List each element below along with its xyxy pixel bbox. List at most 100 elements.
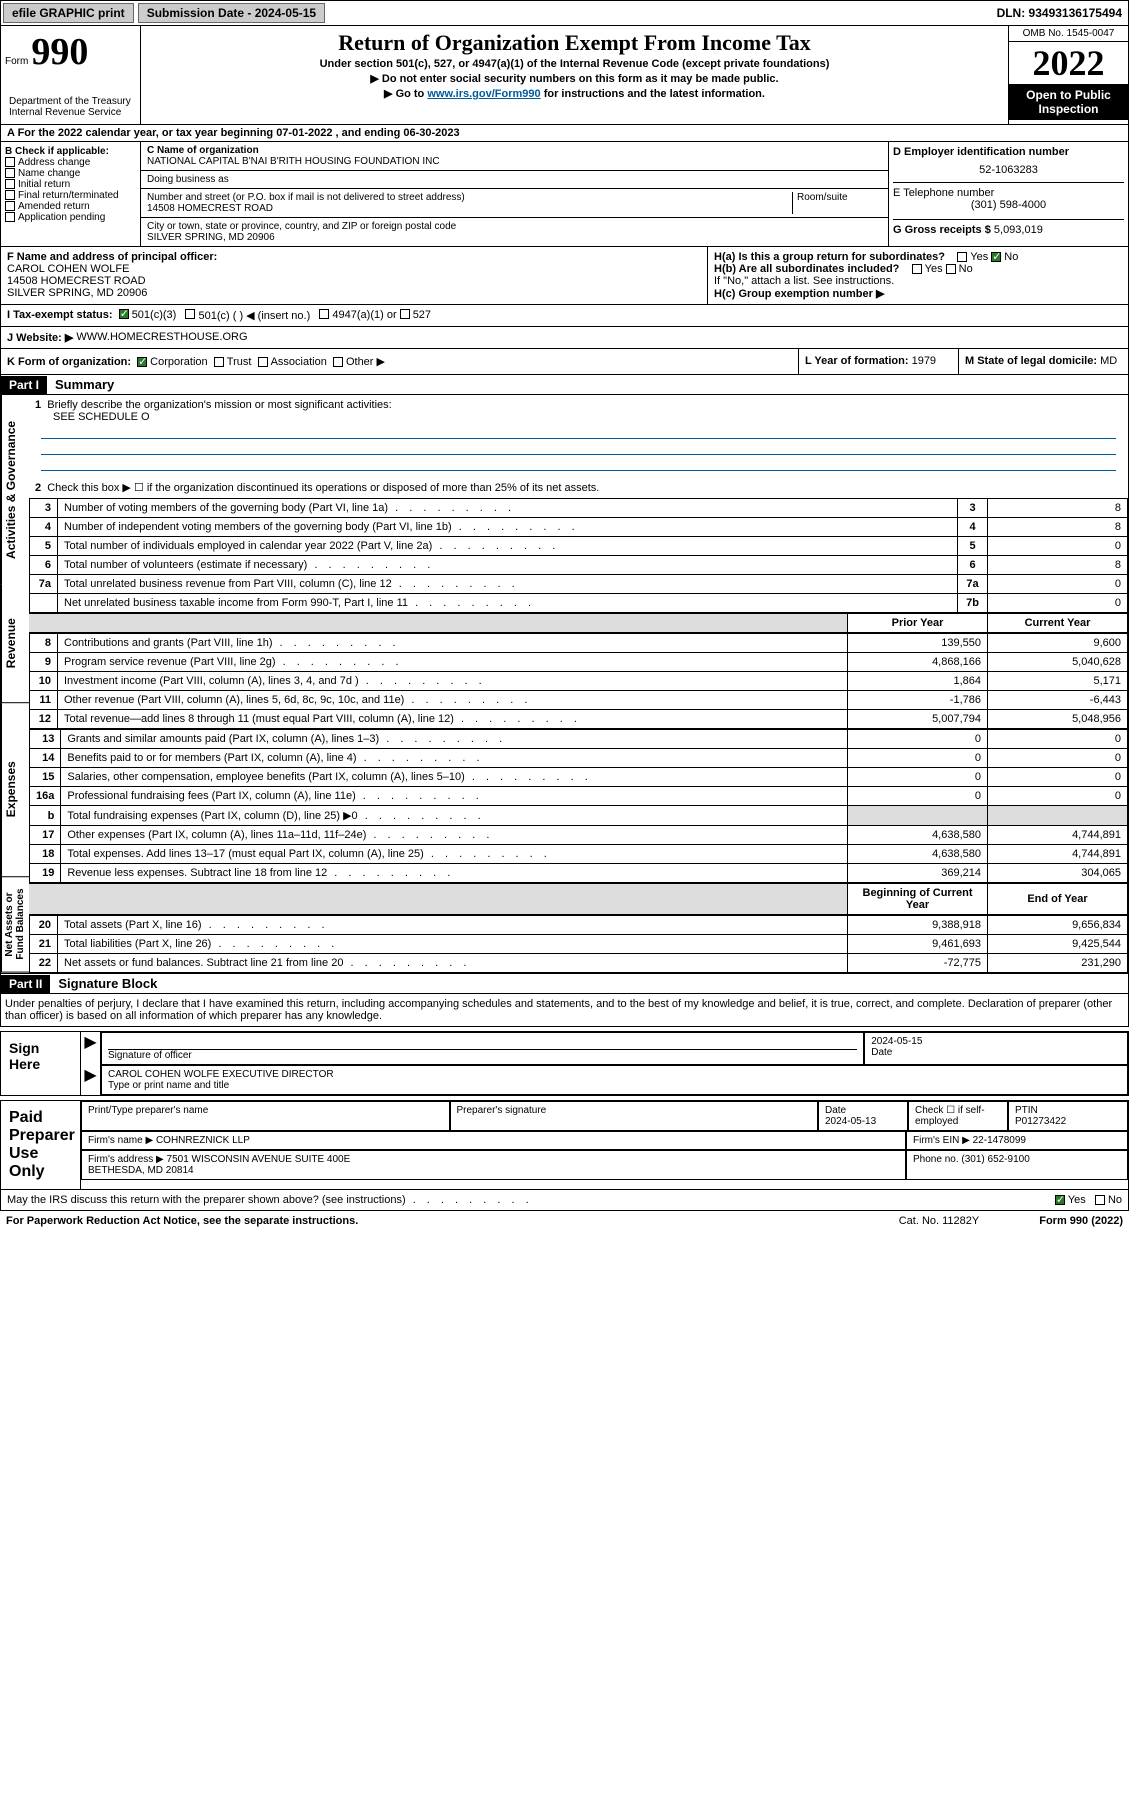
arrow-icon: ▶ — [81, 1032, 101, 1065]
q2: 2 Check this box ▶ ☐ if the organization… — [29, 477, 1128, 498]
cb-corporation[interactable] — [137, 357, 147, 367]
cb-discuss-no[interactable] — [1095, 1195, 1105, 1205]
table-row: Net unrelated business taxable income fr… — [30, 594, 1128, 613]
efile-print-button[interactable]: efile GRAPHIC print — [3, 3, 134, 23]
cb-501c3[interactable] — [119, 309, 129, 319]
hdr-current-year: Current Year — [988, 614, 1128, 633]
section-fh: F Name and address of principal officer:… — [0, 247, 1129, 305]
part1-title: Summary — [47, 375, 122, 394]
part1-body: Activities & Governance Revenue Expenses… — [0, 395, 1129, 974]
sign-here-block: Sign Here ▶ Signature of officer 2024-05… — [0, 1031, 1129, 1096]
officer-name-title: CAROL COHEN WOLFE EXECUTIVE DIRECTOR — [108, 1069, 1121, 1080]
table-row: 5Total number of individuals employed in… — [30, 537, 1128, 556]
room-label: Room/suite — [792, 192, 882, 214]
irs-link[interactable]: www.irs.gov/Form990 — [427, 88, 540, 100]
vlabel-expenses: Expenses — [1, 703, 29, 877]
col-b-checkboxes: B Check if applicable: Address change Na… — [1, 142, 141, 246]
table-row: 15Salaries, other compensation, employee… — [30, 768, 1128, 787]
table-row: 4Number of independent voting members of… — [30, 518, 1128, 537]
org-name-cell: C Name of organization NATIONAL CAPITAL … — [141, 142, 888, 171]
form-org-label: K Form of organization: — [7, 356, 131, 368]
sign-here-content: ▶ Signature of officer 2024-05-15 Date ▶… — [81, 1032, 1128, 1095]
phone-value: (301) 598-4000 — [893, 199, 1124, 211]
open-inspection-label: Open to Public Inspection — [1009, 84, 1128, 120]
city-label: City or town, state or province, country… — [147, 221, 882, 232]
table-row: 10Investment income (Part VIII, column (… — [30, 672, 1128, 691]
cb-501c[interactable] — [185, 309, 195, 319]
year-formation-label: L Year of formation: — [805, 355, 909, 367]
address-cell: Number and street (or P.O. box if mail i… — [141, 189, 888, 218]
box-f: F Name and address of principal officer:… — [1, 247, 708, 304]
table-row: 14Benefits paid to or for members (Part … — [30, 749, 1128, 768]
col-b-header: B Check if applicable: — [5, 146, 136, 157]
city-value: SILVER SPRING, MD 20906 — [147, 232, 882, 243]
hb-row: H(b) Are all subordinates included? Yes … — [714, 263, 1122, 275]
officer-addr1: 14508 HOMECREST ROAD — [7, 275, 701, 287]
tax-status-label: I Tax-exempt status: — [7, 309, 113, 322]
table-row: bTotal fundraising expenses (Part IX, co… — [30, 806, 1128, 826]
cb-name-change[interactable]: Name change — [5, 168, 136, 179]
paid-preparer-block: Paid Preparer Use Only Print/Type prepar… — [0, 1100, 1129, 1190]
table-row: 16aProfessional fundraising fees (Part I… — [30, 787, 1128, 806]
table-row: 19Revenue less expenses. Subtract line 1… — [30, 864, 1128, 883]
hdr-end-year: End of Year — [988, 884, 1128, 915]
q2-text: Check this box ▶ ☐ if the organization d… — [47, 482, 599, 494]
officer-label: F Name and address of principal officer: — [7, 251, 701, 263]
cb-address-change[interactable]: Address change — [5, 157, 136, 168]
hb-note: If "No," attach a list. See instructions… — [714, 275, 1122, 287]
part2-title: Signature Block — [50, 974, 165, 993]
phone-label: E Telephone number — [893, 187, 1124, 199]
row-l: L Year of formation: 1979 — [798, 349, 958, 374]
table-row: 20Total assets (Part X, line 16)9,388,91… — [30, 916, 1128, 935]
signature-cell: Signature of officer — [101, 1032, 864, 1065]
sign-date-label: Date — [871, 1047, 1121, 1058]
submission-date-button[interactable]: Submission Date - 2024-05-15 — [138, 3, 325, 23]
preparer-date: Date 2024-05-13 — [818, 1101, 908, 1131]
ein-value: 52-1063283 — [893, 164, 1124, 176]
firm-name-cell: Firm's name ▶ COHNREZNICK LLP — [81, 1131, 906, 1150]
mission-line — [41, 441, 1116, 455]
firm-address-cell: Firm's address ▶ 7501 WISCONSIN AVENUE S… — [81, 1150, 906, 1180]
dba-label: Doing business as — [147, 174, 882, 185]
state-domicile-value: MD — [1100, 355, 1117, 367]
col-c-org-info: C Name of organization NATIONAL CAPITAL … — [141, 142, 888, 246]
discuss-answer: Yes No — [1055, 1194, 1122, 1206]
cb-discuss-yes[interactable] — [1055, 1195, 1065, 1205]
discuss-row: May the IRS discuss this return with the… — [0, 1190, 1129, 1211]
cb-other[interactable] — [333, 357, 343, 367]
self-employed-check[interactable]: Check ☐ if self-employed — [908, 1101, 1008, 1131]
year-headers-2: Beginning of Current YearEnd of Year — [29, 883, 1128, 915]
part2-label: Part II — [1, 975, 50, 993]
cb-final-return[interactable]: Final return/terminated — [5, 190, 136, 201]
ptin-cell: PTIN P01273422 — [1008, 1101, 1128, 1131]
form-number: 990 — [31, 31, 88, 73]
dept-label: Department of the Treasury Internal Reve… — [5, 94, 145, 120]
officer-addr2: SILVER SPRING, MD 20906 — [7, 287, 701, 299]
cb-amended-return[interactable]: Amended return — [5, 201, 136, 212]
topbar: efile GRAPHIC print Submission Date - 20… — [0, 0, 1129, 26]
ha-row: H(a) Is this a group return for subordin… — [714, 251, 1122, 263]
cb-527[interactable] — [400, 309, 410, 319]
cb-initial-return[interactable]: Initial return — [5, 179, 136, 190]
hdr-beginning-year: Beginning of Current Year — [848, 884, 988, 915]
q1-answer: SEE SCHEDULE O — [53, 411, 1122, 423]
cb-application-pending[interactable]: Application pending — [5, 212, 136, 223]
website-value: WWW.HOMECRESTHOUSE.ORG — [76, 331, 247, 344]
mission-line — [41, 457, 1116, 471]
cb-trust[interactable] — [214, 357, 224, 367]
table-row: 12Total revenue—add lines 8 through 11 (… — [30, 710, 1128, 729]
signature-label: Signature of officer — [108, 1050, 857, 1061]
part1-content: 1 Briefly describe the organization's mi… — [29, 395, 1128, 973]
governance-table: 3Number of voting members of the governi… — [29, 498, 1128, 613]
gross-label: G Gross receipts $ — [893, 224, 991, 236]
cb-4947[interactable] — [319, 309, 329, 319]
arrow-icon: ▶ — [81, 1065, 101, 1095]
col-d-ein: D Employer identification number 52-1063… — [888, 142, 1128, 246]
footer-left: For Paperwork Reduction Act Notice, see … — [6, 1215, 358, 1227]
vlabel-revenue: Revenue — [1, 584, 29, 703]
cb-association[interactable] — [258, 357, 268, 367]
box-h: H(a) Is this a group return for subordin… — [708, 247, 1128, 304]
phone-box: E Telephone number (301) 598-4000 — [893, 182, 1124, 211]
footer-catno: Cat. No. 11282Y — [899, 1215, 980, 1227]
city-cell: City or town, state or province, country… — [141, 218, 888, 246]
